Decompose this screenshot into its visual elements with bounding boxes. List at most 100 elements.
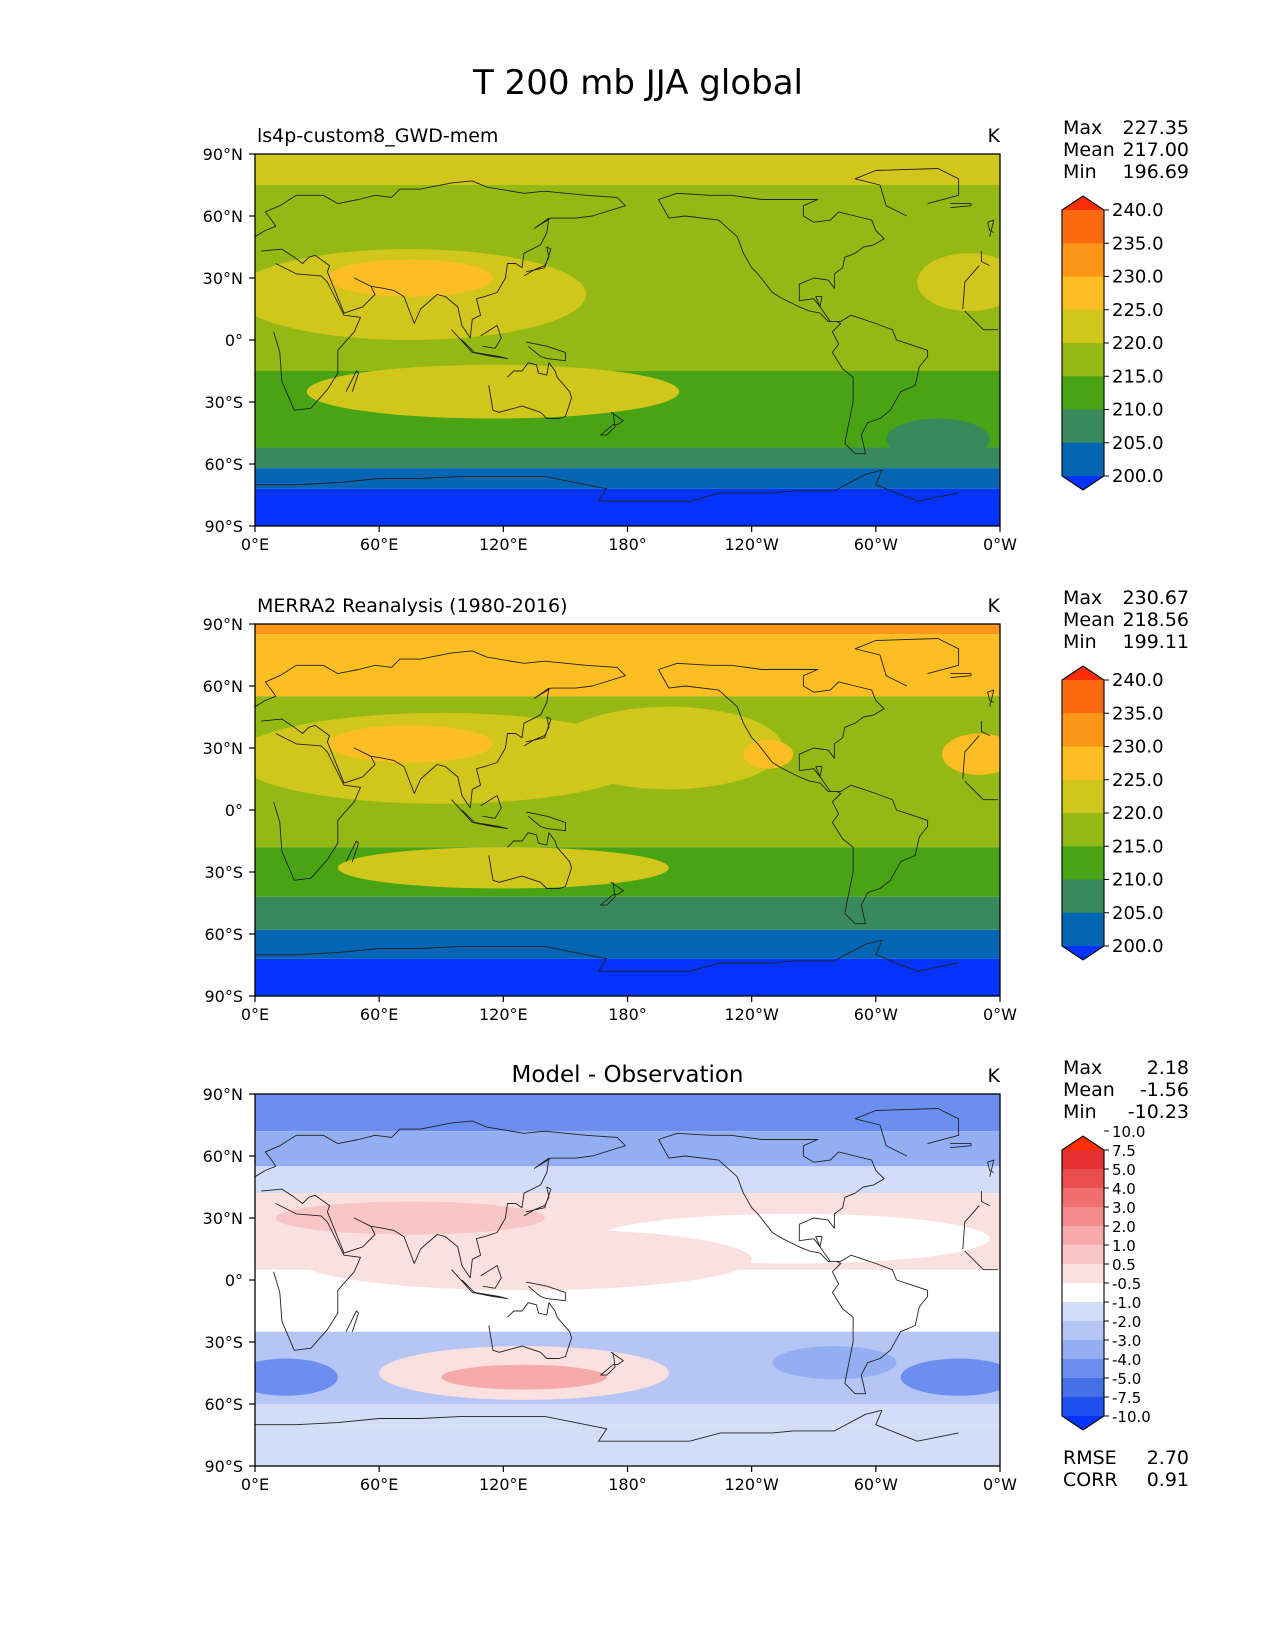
difference-zonal-band-0: [255, 1094, 1000, 1132]
difference-colorbar-swatch-6: [1062, 1264, 1104, 1284]
reference-coastline-2: [488, 832, 573, 889]
test-colorbar-label-0: 200.0: [1112, 466, 1164, 487]
test-coastline-2: [488, 362, 573, 419]
difference-colorbar-swatch-13: [1062, 1397, 1104, 1417]
difference-coastline-9: [526, 1281, 566, 1302]
reference-colorbar-swatch-2: [1062, 746, 1104, 781]
reference-field-region-3: [337, 847, 669, 889]
reference-stat-value-min: 199.11: [1123, 631, 1189, 653]
reference-stat-label-mean: Mean: [1063, 609, 1115, 631]
reference-coastlines: [255, 638, 998, 972]
difference-x-tick-label-4: 120°W: [724, 1475, 779, 1494]
difference-coastlines: [255, 1108, 998, 1442]
reference-colorbar-swatch-0: [1062, 680, 1104, 714]
difference-coastline-8: [480, 1265, 502, 1289]
difference-stat-label-min: Min: [1063, 1101, 1097, 1123]
test-x-tick-label-2: 120°E: [479, 535, 528, 554]
difference-colorbar-label-6: -1.0: [1112, 1294, 1141, 1312]
test-x-tick-label-3: 180°: [608, 535, 647, 554]
reference-stat-label-min: Min: [1063, 631, 1097, 653]
test-y-tick-label-0: 90°N: [203, 145, 243, 164]
difference-colorbar-label-5: -2.0: [1112, 1313, 1141, 1331]
reference-x-tick-label-5: 60°W: [854, 1005, 898, 1024]
test-colorbar-swatch-6: [1062, 409, 1104, 444]
difference-colorbar-label-3: -4.0: [1112, 1351, 1141, 1369]
reference-zonal-band-0: [255, 624, 1000, 635]
test-x-tick-label-0: 0°E: [241, 535, 269, 554]
difference-coastline-13: [345, 1310, 359, 1332]
reference-field-region-4: [743, 739, 794, 769]
reference-zonal-band-1: [255, 634, 1000, 697]
test-field-region-3: [917, 253, 1000, 312]
difference-stat-value-min: -10.23: [1128, 1101, 1189, 1123]
difference-extra-stat-label-rmse: RMSE: [1063, 1447, 1117, 1469]
reference-zonal-band-4: [255, 896, 1000, 930]
test-colorbar-extend-min: [1062, 476, 1104, 490]
reference-x-tick-label-2: 120°E: [479, 1005, 528, 1024]
reference-y-tick-label-5: 60°S: [204, 925, 243, 944]
test-panel-title: ls4p-custom8_GWD-mem: [257, 125, 498, 147]
reference-coastline-10: [600, 881, 624, 906]
test-coastline-11: [987, 219, 995, 237]
difference-x-tick-label-3: 180°: [608, 1475, 647, 1494]
reference-colorbar-label-1: 205.0: [1112, 903, 1164, 924]
difference-extra-stat-value-corr: 0.91: [1147, 1469, 1189, 1491]
reference-y-tick-label-2: 30°N: [203, 739, 243, 758]
test-colorbar-label-7: 235.0: [1112, 233, 1164, 254]
difference-coastline-11: [987, 1159, 995, 1177]
difference-field-region-6: [900, 1358, 1000, 1396]
difference-x-tick-label-2: 120°E: [479, 1475, 528, 1494]
test-coastlines: [255, 168, 998, 502]
test-coastline-6: [523, 246, 552, 277]
difference-coastline-12: [950, 1143, 972, 1149]
test-zonal-band-5: [255, 488, 1000, 526]
reference-coastline-13: [345, 840, 359, 862]
difference-stats: Max 2.18 Mean -1.56 Min -10.23: [1063, 1057, 1189, 1123]
difference-coastline-5: [255, 1409, 959, 1442]
reference-colorbar-swatch-1: [1062, 713, 1104, 747]
test-x-tick-label-1: 60°E: [360, 535, 398, 554]
reference-stat-value-mean: 218.56: [1123, 609, 1189, 631]
difference-colorbar-label-2: -5.0: [1112, 1370, 1141, 1388]
reference-coastline-3: [658, 662, 929, 925]
reference-coastline-11: [987, 689, 995, 707]
difference-y-tick-label-5: 60°S: [204, 1395, 243, 1414]
difference-colorbar-swatch-0: [1062, 1150, 1104, 1170]
test-x-tick-label-5: 60°W: [854, 535, 898, 554]
difference-coastline-3: [658, 1132, 929, 1395]
difference-colorbar-extend-max: [1062, 1136, 1104, 1150]
reference-colorbar-label-2: 210.0: [1112, 870, 1164, 891]
difference-colorbar-label-13: 5.0: [1112, 1161, 1136, 1179]
difference-colorbar-label-9: 1.0: [1112, 1237, 1136, 1255]
difference-colorbar-label-7: -0.5: [1112, 1275, 1141, 1293]
test-field-region-1: [327, 259, 493, 297]
reference-y-tick-label-0: 90°N: [203, 615, 243, 634]
difference-colorbar-label-15: 10.0: [1112, 1123, 1145, 1141]
test-coastline-13: [345, 370, 359, 392]
test-zonal-band-4: [255, 468, 1000, 489]
test-colorbar-label-8: 240.0: [1112, 200, 1164, 221]
reference-colorbar-label-3: 215.0: [1112, 836, 1164, 857]
difference-colorbar-label-10: 2.0: [1112, 1218, 1136, 1236]
test-stats: Max 227.35 Mean 217.00 Min 196.69: [1063, 117, 1189, 183]
difference-zonal-band-6: [255, 1404, 1000, 1425]
reference-y-tick-label-1: 60°N: [203, 677, 243, 696]
reference-coastline-12: [950, 673, 972, 679]
difference-colorbar-extend-min: [1062, 1416, 1104, 1430]
test-y-tick-label-4: 30°S: [204, 393, 243, 412]
difference-zonal-band-7: [255, 1424, 1000, 1466]
difference-units-label: K: [988, 1065, 1001, 1087]
difference-x-tick-label-1: 60°E: [360, 1475, 398, 1494]
test-field-region-2: [306, 364, 680, 419]
difference-zonal-band-1: [255, 1131, 1000, 1167]
difference-x-tick-label-0: 0°E: [241, 1475, 269, 1494]
test-zonal-band-3: [255, 447, 1000, 469]
reference-coastline-4: [854, 638, 960, 687]
reference-y-tick-label-4: 30°S: [204, 863, 243, 882]
test-colorbar-label-3: 215.0: [1112, 366, 1164, 387]
difference-colorbar-swatch-1: [1062, 1169, 1104, 1189]
difference-coastline-0: [273, 1203, 998, 1351]
difference-colorbar-label-14: 7.5: [1112, 1142, 1136, 1160]
reference-colorbar: 200.0 205.0 210.0 215.0 220.0 225.0 230.0 235.0…: [1061, 665, 1164, 961]
